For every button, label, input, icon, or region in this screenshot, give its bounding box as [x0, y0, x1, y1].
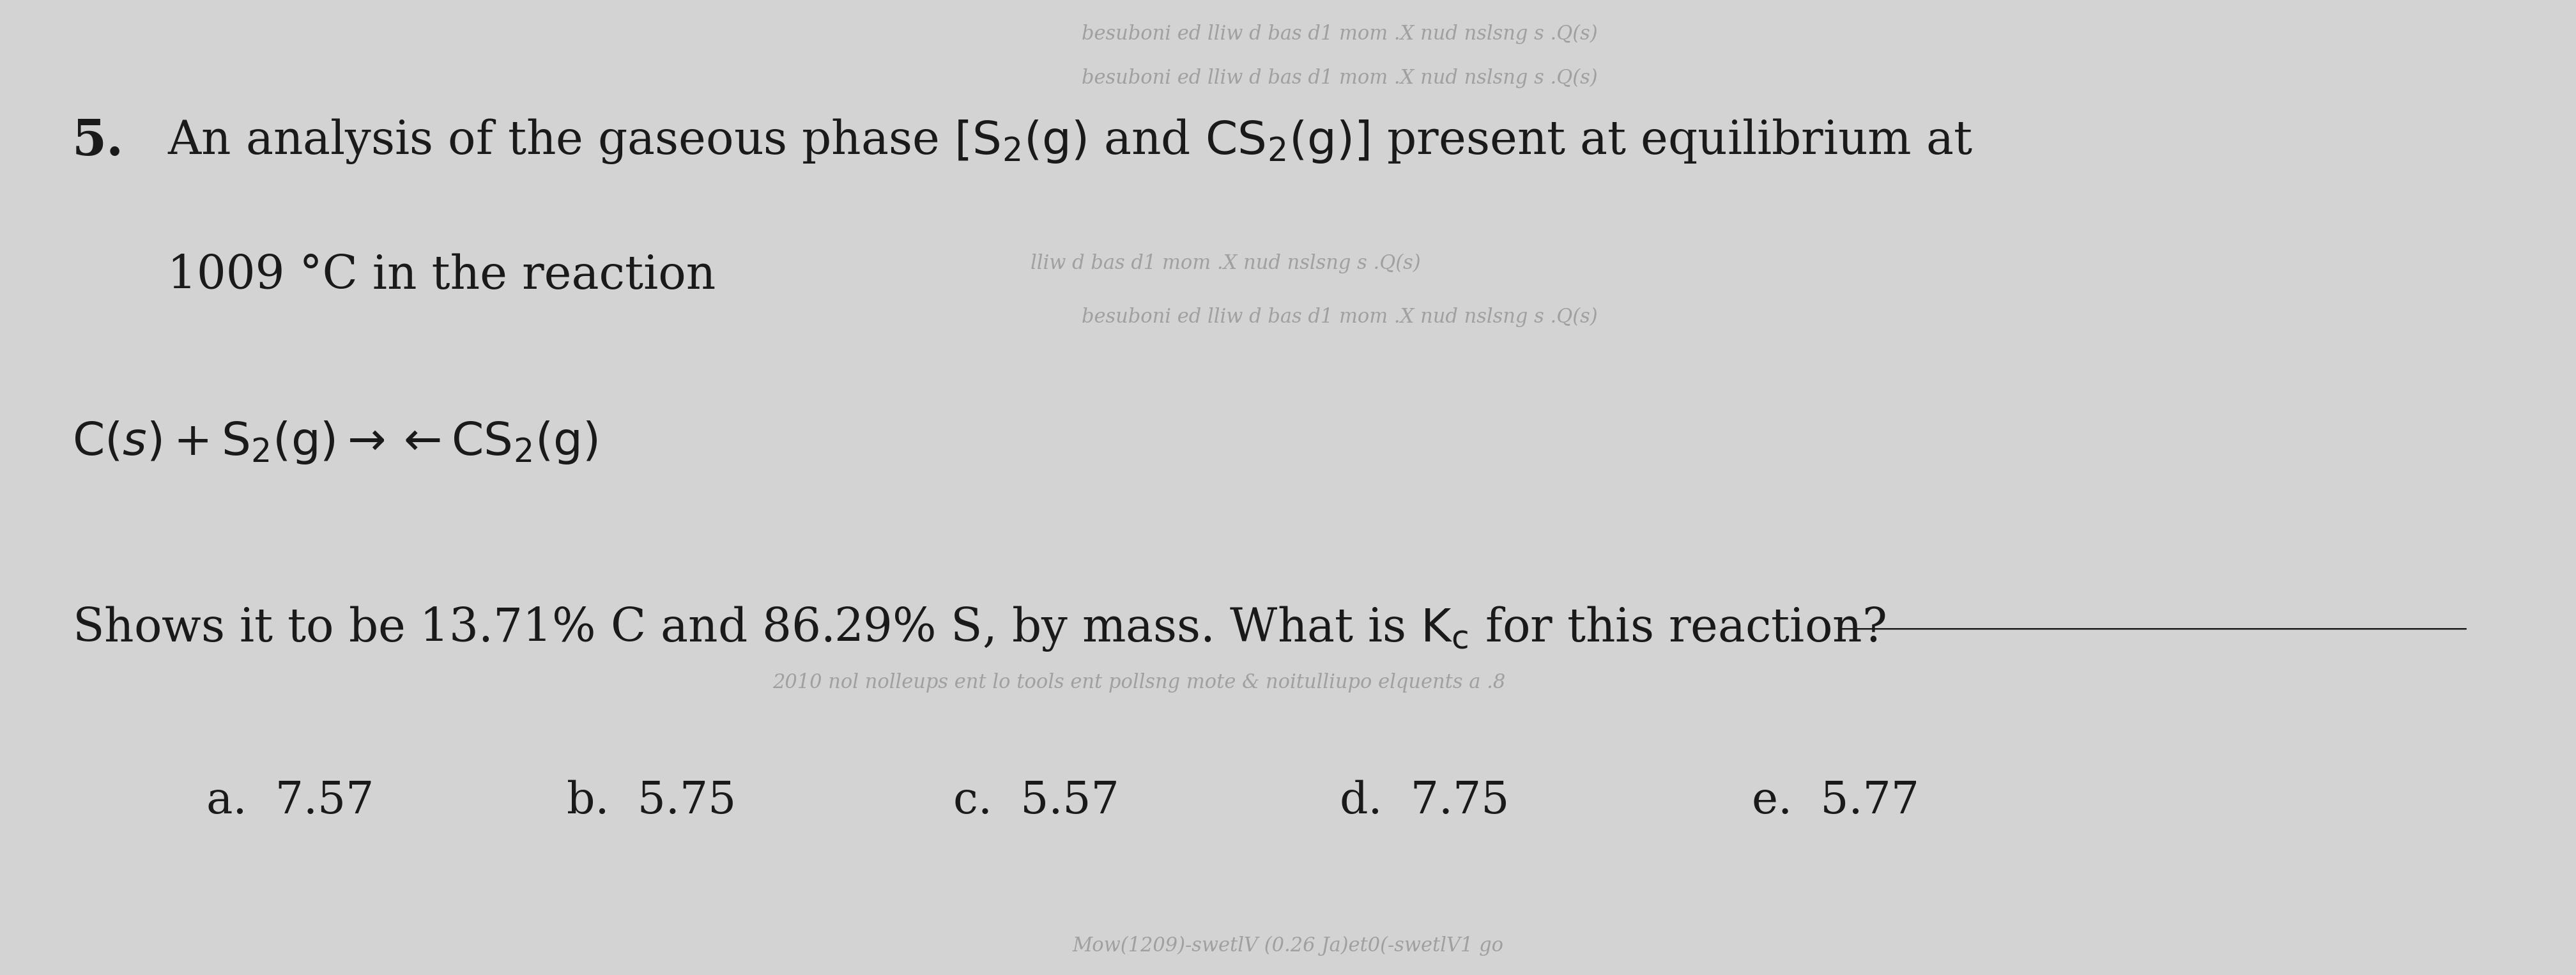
Text: 5.: 5. — [72, 117, 124, 166]
Text: besuboni ed lliw d bas d1 mom .X nud nslsng s .Q(s): besuboni ed lliw d bas d1 mom .X nud nsl… — [1082, 68, 1597, 88]
Text: 2010 nol nolleups ent lo tools ent pollsng mote & noitulliupo elquents a .8: 2010 nol nolleups ent lo tools ent polls… — [773, 673, 1507, 692]
Text: a.  7.57: a. 7.57 — [206, 780, 374, 822]
Text: e.  5.77: e. 5.77 — [1752, 780, 1919, 822]
Text: lliw d bas d1 mom .X nud nslsng s .Q(s): lliw d bas d1 mom .X nud nslsng s .Q(s) — [1030, 253, 1419, 273]
Text: Mow(1209)-swetlV (0.26 Ja)et0(-swetlV1 go: Mow(1209)-swetlV (0.26 Ja)et0(-swetlV1 g… — [1072, 936, 1504, 956]
Text: 1009 °C in the reaction: 1009 °C in the reaction — [167, 253, 716, 298]
Text: d.  7.75: d. 7.75 — [1340, 780, 1510, 822]
Text: Shows it to be 13.71% C and 86.29% S, by mass. What is $\mathrm{K_c}$ for this r: Shows it to be 13.71% C and 86.29% S, by… — [72, 604, 1886, 653]
Text: besuboni ed lliw d bas d1 mom .X nud nslsng s .Q(s): besuboni ed lliw d bas d1 mom .X nud nsl… — [1082, 24, 1597, 44]
Text: $\mathrm{C(\mathit{s}) + S_2(g) \rightarrow \leftarrow CS_2(g)}$: $\mathrm{C(\mathit{s}) + S_2(g) \rightar… — [72, 419, 598, 466]
Text: c.  5.57: c. 5.57 — [953, 780, 1118, 822]
Text: b.  5.75: b. 5.75 — [567, 780, 737, 822]
Text: besuboni ed lliw d bas d1 mom .X nud nslsng s .Q(s): besuboni ed lliw d bas d1 mom .X nud nsl… — [1082, 307, 1597, 327]
Text: An analysis of the gaseous phase $[\mathrm{S_2(g)}$ and $\mathrm{CS_2(g)}]$ pres: An analysis of the gaseous phase $[\math… — [167, 117, 1973, 166]
